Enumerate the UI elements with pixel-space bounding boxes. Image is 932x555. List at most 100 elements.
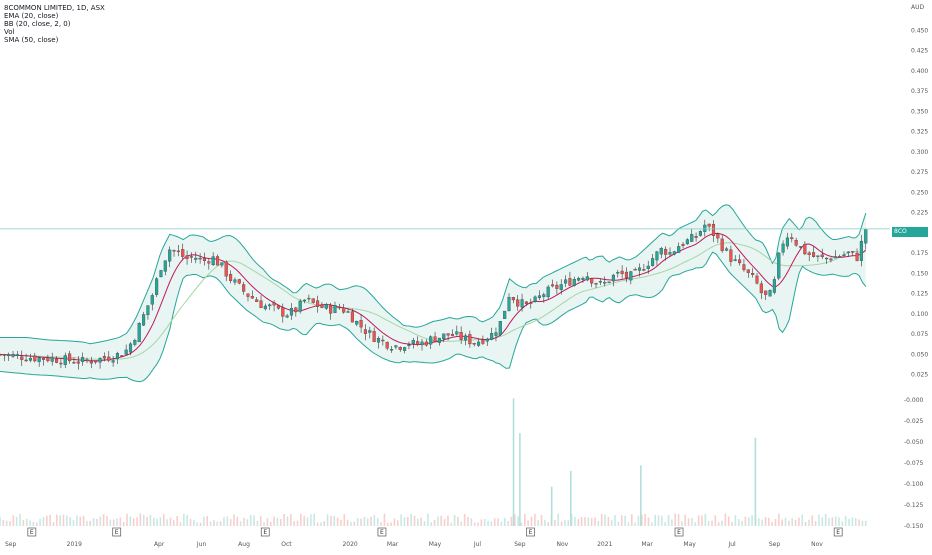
volume-bar [704, 513, 707, 526]
volume-bar [223, 517, 225, 526]
volume-bar [66, 515, 68, 526]
candle-body [211, 256, 215, 266]
volume-bar [557, 513, 560, 526]
volume-bar [747, 517, 750, 526]
time-tick-label: Sep [514, 541, 526, 548]
candle-body [642, 269, 646, 271]
candle-body [46, 357, 50, 362]
volume-bar [577, 519, 580, 526]
candle-body [398, 347, 402, 350]
volume-bar [751, 515, 753, 526]
volume-bar [86, 520, 88, 526]
volume-bar [0, 516, 1, 526]
candle-body [846, 251, 850, 254]
volume-bar [82, 515, 85, 526]
candle-body [781, 243, 785, 253]
price-tick-label: 0.250 [911, 189, 928, 196]
candle-body [237, 279, 241, 284]
candle-body [202, 258, 207, 262]
volume-tick-label: -0.000 [904, 397, 924, 404]
candle-body [681, 244, 685, 246]
candle-body [85, 359, 89, 361]
volume-bar [39, 518, 41, 526]
volume-bar [239, 521, 242, 526]
candle-body [864, 229, 868, 244]
candle-body [777, 252, 781, 279]
earnings-marker [27, 527, 37, 537]
candle-body [838, 256, 842, 258]
candle-body [820, 254, 824, 258]
candle-body [181, 249, 185, 257]
volume-bar [637, 515, 640, 526]
candle-body [529, 302, 533, 304]
volume-bar [326, 514, 329, 526]
volume-bar [811, 515, 814, 526]
volume-bar [674, 513, 677, 526]
volume-bar [116, 518, 118, 526]
candle-body [446, 333, 450, 336]
candle-body [146, 305, 150, 316]
candle-body [798, 246, 803, 248]
candle-body [76, 361, 80, 364]
price-tick-label: 0.125 [911, 291, 928, 298]
volume-bar [320, 522, 322, 526]
volume-bar [42, 517, 45, 526]
earnings-marker [377, 527, 387, 537]
price-tag-symbol: 8CO [894, 228, 907, 235]
time-tick-label: Nov [556, 541, 568, 548]
candle-body [633, 269, 637, 271]
candle-body [111, 360, 115, 363]
candle-body [198, 257, 202, 260]
volume-bar [607, 517, 610, 526]
candle-body [637, 267, 642, 271]
volume-bar [460, 521, 463, 526]
candle-body [463, 335, 468, 341]
volume-bar [193, 519, 195, 526]
candle-body [751, 273, 755, 275]
volume-bar [76, 515, 78, 526]
candle-body [416, 341, 420, 345]
candle-body [246, 293, 250, 297]
candle-body [276, 305, 280, 309]
time-tick-label: 2020 [342, 541, 357, 548]
candle-body [411, 340, 415, 344]
volume-bar [296, 520, 299, 526]
volume-bar [554, 519, 556, 526]
candle-body [63, 355, 67, 365]
time-tick-label: May [429, 541, 442, 548]
volume-bar [507, 521, 509, 526]
candle-body [459, 332, 463, 340]
volume-bar [473, 522, 476, 526]
volume-bar [102, 514, 105, 526]
volume-bar [864, 520, 867, 526]
volume-bar [99, 516, 102, 526]
candle-body [376, 338, 381, 343]
volume-bar [420, 517, 422, 526]
candle-body [711, 224, 716, 236]
volume-bar [390, 522, 392, 526]
volume-bar [788, 520, 790, 526]
time-tick-label: Nov [811, 541, 823, 548]
volume-bar [450, 522, 453, 526]
time-tick-label: Mar [642, 541, 654, 548]
candle-body [468, 334, 472, 345]
candle-body [250, 296, 254, 299]
candle-body [859, 240, 863, 261]
volume-bar [313, 513, 316, 526]
volume-bar [226, 516, 229, 526]
candle-body [481, 339, 485, 344]
earnings-marker [526, 527, 535, 537]
candle-body [577, 277, 581, 281]
candle-body [550, 284, 555, 287]
candle-body [350, 311, 354, 323]
candle-body [124, 349, 128, 355]
volume-bar [794, 519, 797, 526]
volume-bar [15, 517, 18, 526]
candle-body [807, 252, 811, 255]
volume-bar [146, 516, 148, 526]
volume-bar [687, 518, 690, 526]
volume-bar [246, 519, 249, 526]
price-tick-label: 0.450 [911, 27, 928, 34]
